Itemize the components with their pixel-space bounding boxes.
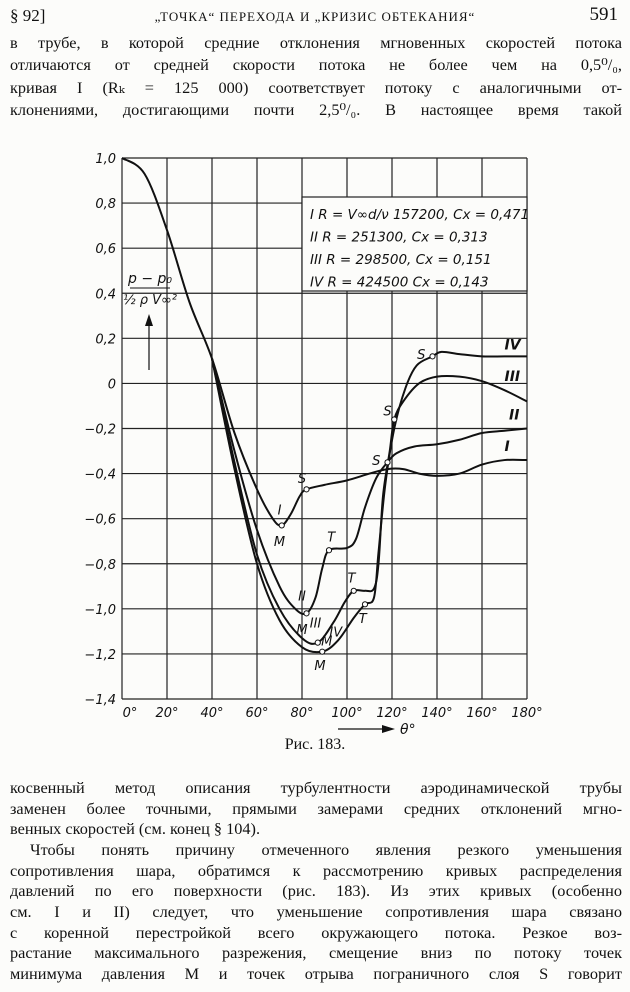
legend-entry: II R = 251300, Cx = 0,313 bbox=[310, 230, 488, 246]
x-axis-label: θ° bbox=[400, 722, 416, 738]
y-tick-label: 1,0 bbox=[95, 152, 116, 167]
x-tick-label: 20° bbox=[155, 706, 178, 721]
text-line: отличаются от средней скорости потока не… bbox=[10, 55, 622, 74]
page-number: 591 bbox=[589, 4, 619, 25]
point-label-T: T bbox=[359, 612, 368, 627]
y-tick-label: −1,2 bbox=[84, 648, 116, 663]
point-label-M: M bbox=[321, 634, 332, 649]
point-label-M: M bbox=[296, 623, 307, 638]
text-line: сопротивления шара, обратимся к рассмотр… bbox=[10, 861, 622, 880]
x-tick-label: 160° bbox=[466, 706, 497, 721]
text-line: клонениями, достигающими почти 2,5⁰/₀. В… bbox=[10, 100, 622, 119]
section-number: § 92] bbox=[10, 6, 46, 25]
curve-II bbox=[211, 358, 528, 616]
point-marker bbox=[303, 610, 310, 617]
x-tick-label: 120° bbox=[376, 706, 407, 721]
y-tick-label: 0,6 bbox=[95, 242, 116, 257]
y-tick-label: 0 bbox=[108, 377, 116, 392]
point-label-M: M bbox=[274, 535, 285, 550]
y-tick-label: −0,8 bbox=[84, 558, 116, 573]
legend-entry: I R = V∞d/ν 157200, Cx = 0,471 bbox=[310, 207, 529, 223]
y-tick-label: −0,6 bbox=[84, 513, 116, 528]
point-marker bbox=[314, 639, 321, 646]
point-marker bbox=[278, 522, 285, 529]
point-marker bbox=[325, 547, 333, 554]
y-axis-label-denominator: ½ ρ V∞² bbox=[123, 293, 177, 308]
point-label-T: T bbox=[327, 531, 336, 546]
text-line: в трубе, в которой средние отклонения мг… bbox=[10, 33, 622, 52]
text-line: растание максимального разрежения, смеще… bbox=[10, 943, 622, 962]
legend-entry: III R = 298500, Cx = 0,151 bbox=[310, 252, 492, 268]
legend-box bbox=[301, 196, 528, 292]
text-line: минимума давления M и точек отрыва погра… bbox=[10, 964, 622, 983]
point-label-T: T bbox=[348, 571, 357, 586]
point-label-S: S bbox=[383, 404, 391, 419]
text-line: давлений по его поверхности (рис. 183). … bbox=[10, 881, 622, 900]
curve-label: III bbox=[505, 369, 521, 385]
point-label-S: S bbox=[417, 348, 425, 363]
x-tick-label: 40° bbox=[200, 706, 223, 721]
y-tick-label: −0,4 bbox=[84, 468, 116, 483]
text-line: заменен более точными, прямыми замерами … bbox=[10, 799, 622, 818]
text-line: Чтобы понять причину отмеченного явления… bbox=[30, 840, 622, 859]
x-tick-label: 180° bbox=[511, 706, 542, 721]
text-line: с коренной перестройкой всего окружающег… bbox=[10, 923, 622, 942]
text-line: венных скоростей (см. конец § 104). bbox=[10, 819, 261, 838]
x-arrow-head-icon bbox=[382, 725, 395, 733]
curve-label: II bbox=[509, 407, 519, 423]
point-label-III: III bbox=[310, 616, 322, 631]
point-marker bbox=[350, 587, 357, 594]
y-arrow-head-icon bbox=[145, 314, 153, 326]
x-tick-label: 140° bbox=[421, 706, 452, 721]
x-tick-label: 80° bbox=[290, 706, 313, 721]
point-label-II: II bbox=[298, 589, 306, 604]
curve-label: I bbox=[505, 439, 510, 455]
figure-caption: Рис. 183. bbox=[284, 736, 346, 753]
y-tick-label: 0,2 bbox=[95, 332, 116, 347]
curve-IV bbox=[211, 350, 528, 654]
point-label-IV: IV bbox=[329, 625, 343, 640]
point-marker bbox=[319, 648, 326, 655]
x-tick-label: 0° bbox=[123, 706, 138, 721]
y-tick-label: 0,4 bbox=[95, 287, 116, 302]
point-marker bbox=[429, 353, 436, 360]
curve-III bbox=[211, 358, 528, 645]
point-label-I: I bbox=[278, 504, 282, 519]
point-marker bbox=[384, 459, 391, 466]
y-tick-label: −1,4 bbox=[84, 693, 116, 708]
point-label-S: S bbox=[372, 454, 380, 469]
running-title: „ТОЧКА“ ПЕРЕХОДА И „КРИЗИС ОБТЕКАНИЯ“ bbox=[154, 9, 476, 24]
point-label-M: M bbox=[314, 659, 325, 674]
y-tick-label: −1,0 bbox=[84, 603, 116, 618]
text-line: кривая I (Rₖ = 125 000) соответствует по… bbox=[10, 78, 622, 97]
y-tick-label: 0,8 bbox=[95, 197, 116, 212]
legend-entry: IV R = 424500 Cx = 0,143 bbox=[310, 275, 489, 291]
point-marker bbox=[391, 416, 398, 423]
x-tick-label: 60° bbox=[245, 706, 268, 721]
x-tick-label: 100° bbox=[331, 706, 362, 721]
text-line: см. I и II) следует, что уменьшение сопр… bbox=[10, 902, 622, 921]
point-marker bbox=[303, 486, 310, 493]
text-line: косвенный метод описания турбулентности … bbox=[10, 778, 622, 797]
point-label-S: S bbox=[298, 472, 306, 487]
y-tick-label: −0,2 bbox=[84, 423, 116, 438]
y-axis-label-numerator: p − p₀ bbox=[127, 271, 172, 287]
curve-label: IV bbox=[505, 338, 522, 354]
point-marker bbox=[361, 601, 369, 608]
